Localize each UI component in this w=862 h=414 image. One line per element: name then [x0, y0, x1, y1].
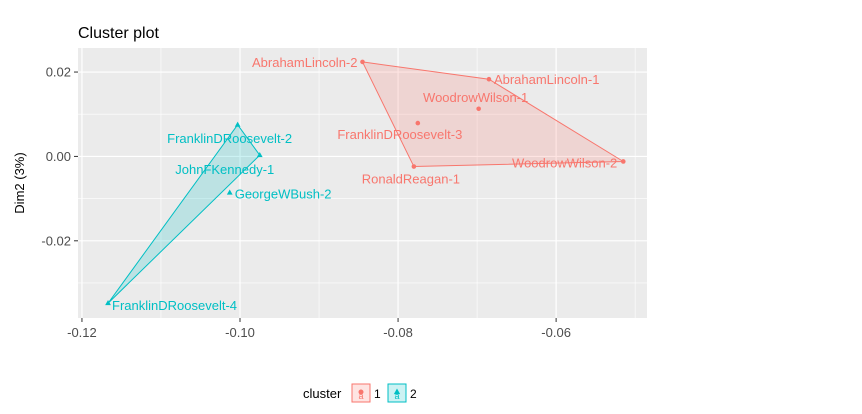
legend-key-glyph: a: [358, 391, 363, 401]
y-axis: 0.02 0.00 -0.02: [41, 65, 78, 248]
point-label: FranklinDRoosevelt-4: [112, 298, 237, 313]
point-label: AbrahamLincoln-1: [494, 72, 600, 87]
point-label: WoodrowWilson-1: [423, 90, 528, 105]
legend-marker-1: [358, 389, 364, 395]
plot-panel: [78, 48, 647, 318]
x-tick-label: -0.12: [67, 325, 97, 340]
point-label: FranklinDRoosevelt-3: [337, 127, 462, 142]
legend: cluster a 1 a 2: [303, 383, 417, 403]
point-label: AbrahamLincoln-2: [252, 55, 358, 70]
legend-title: cluster: [303, 386, 342, 401]
data-point-FranklinDRoosevelt-2: [234, 121, 241, 127]
data-point-AbrahamLincoln-1: [486, 76, 492, 82]
data-point-WoodrowWilson-2: [620, 159, 626, 164]
point-label: RonaldReagan-1: [362, 172, 460, 187]
point-label: JohnFKennedy-1: [175, 162, 274, 177]
data-point-FranklinDRoosevelt-3: [415, 120, 421, 126]
point-label: FranklinDRoosevelt-2: [167, 131, 292, 146]
y-axis-title: Dim2 (3%): [12, 152, 27, 213]
y-tick-label: 0.00: [46, 149, 71, 164]
point-label: WoodrowWilson-2: [512, 155, 617, 170]
data-point-FranklinDRoosevelt-4: [105, 300, 111, 306]
x-tick-label: -0.06: [541, 325, 571, 340]
legend-label-1: 1: [374, 387, 381, 401]
point-labels: AbrahamLincoln-2 AbrahamLincoln-1 WoodrowW…: [112, 55, 617, 313]
data-points: [105, 59, 626, 306]
x-tick-label: -0.08: [383, 325, 413, 340]
data-point-GeorgeWBush-2: [226, 189, 233, 195]
legend-key-glyph: a: [394, 391, 399, 401]
grid: [78, 48, 647, 318]
y-tick-label: 0.02: [46, 65, 71, 80]
data-point-WoodrowWilson-1: [476, 106, 481, 112]
cluster-2-hull: [107, 123, 261, 304]
chart-title: Cluster plot: [78, 25, 159, 42]
x-tick-label: -0.10: [225, 325, 255, 340]
legend-label-2: 2: [410, 387, 417, 401]
data-point-RonaldReagan-1: [411, 164, 417, 169]
y-tick-label: -0.02: [41, 233, 71, 248]
x-axis: -0.12 -0.10 -0.08 -0.06: [67, 318, 571, 340]
point-label: GeorgeWBush-2: [235, 187, 332, 202]
data-point-AbrahamLincoln-2: [360, 59, 365, 65]
legend-marker-2: [393, 388, 401, 395]
data-point-JohnFKennedy-1: [256, 151, 263, 158]
